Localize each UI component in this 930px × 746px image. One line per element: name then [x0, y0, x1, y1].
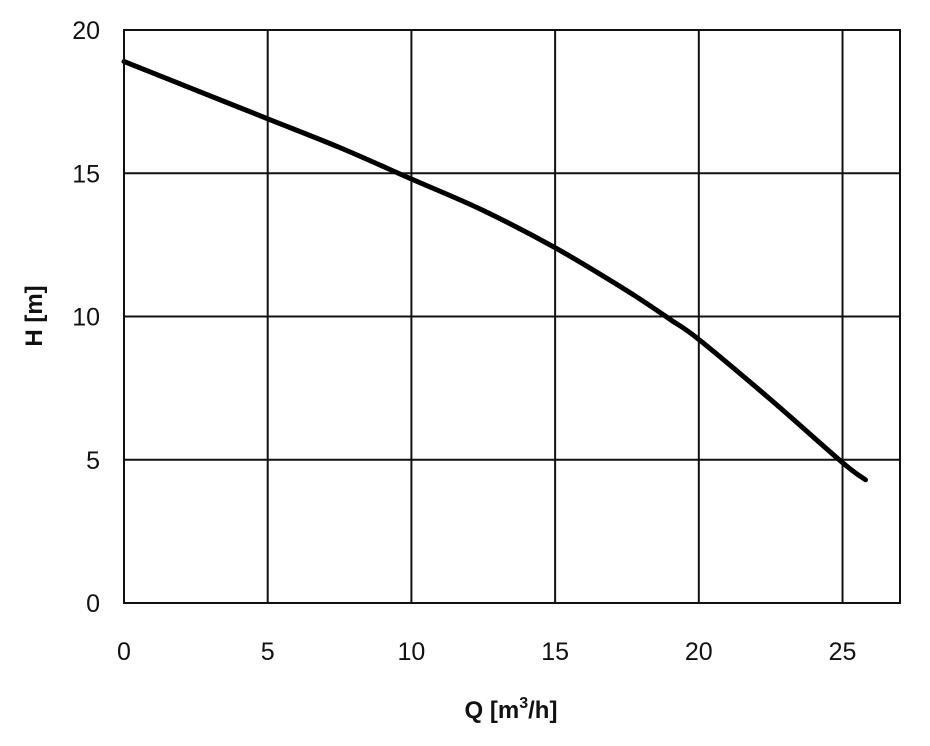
plot-frame — [123, 29, 901, 604]
x-tick-label-20: 20 — [685, 638, 713, 666]
y-tick-label-20: 20 — [72, 17, 100, 45]
series-group — [121, 59, 868, 483]
x-tick-label-10: 10 — [398, 638, 426, 666]
series-line-0 — [121, 59, 868, 483]
x-tick-label-5: 5 — [261, 638, 275, 666]
x-tick-label-15: 15 — [541, 638, 569, 666]
x-tick-label-0: 0 — [117, 638, 131, 666]
y-tick-label-15: 15 — [72, 160, 100, 188]
y-tick-label-10: 10 — [72, 304, 100, 332]
y-tick-label-5: 5 — [86, 447, 100, 475]
grid — [124, 30, 900, 603]
y-tick-labels: 0 5 10 15 20 — [72, 17, 100, 618]
x-axis-title: Q [m3/h] — [465, 695, 558, 724]
x-axis-title-superscript: 3 — [519, 695, 528, 712]
x-tick-label-25: 25 — [829, 638, 857, 666]
y-tick-label-0: 0 — [86, 590, 100, 618]
x-axis-title-suffix: /h] — [528, 697, 557, 724]
x-tick-labels: 0 5 10 15 20 25 — [117, 638, 856, 666]
y-axis-title: H [m] — [21, 285, 48, 346]
x-axis-title-prefix: Q [m — [465, 697, 520, 724]
